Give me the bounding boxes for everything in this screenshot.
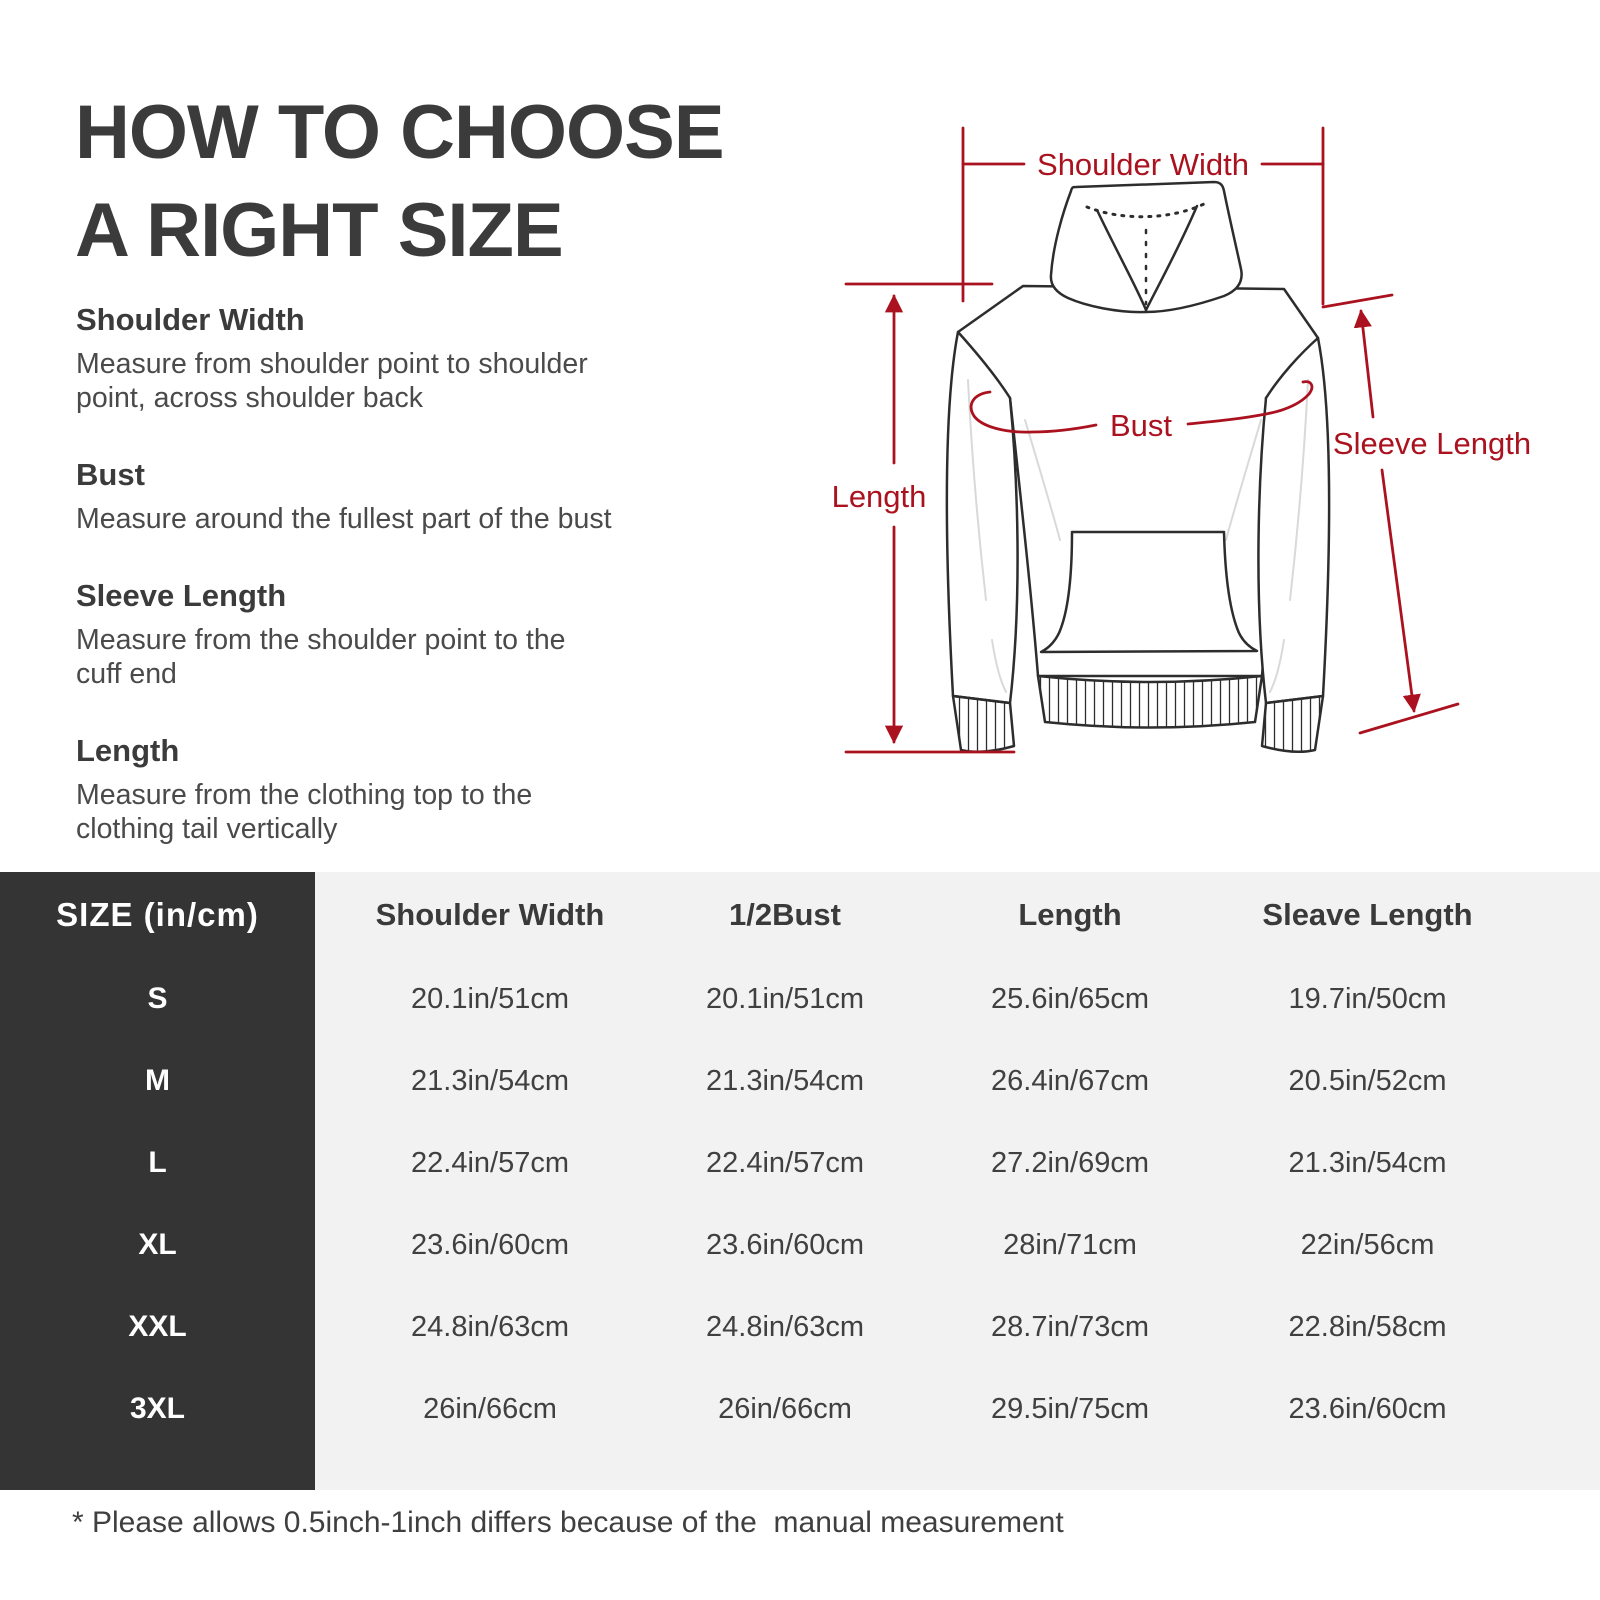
page-title: HOW TO CHOOSE A RIGHT SIZE [75, 84, 725, 280]
table-cell: 23.6in/60cm [706, 1228, 864, 1261]
table-cell: 26in/66cm [718, 1392, 852, 1425]
page-title-line2: A RIGHT SIZE [75, 188, 564, 273]
size-column-header: SIZE (in/cm) [56, 896, 259, 933]
size-chart-table: SIZE (in/cm) Shoulder Width 1/2Bust Leng… [0, 872, 1600, 1490]
page-title-line1: HOW TO CHOOSE [75, 90, 725, 175]
table-cell: 21.3in/54cm [411, 1064, 569, 1097]
table-cell: 23.6in/60cm [1288, 1392, 1447, 1425]
hoodie-line-art [945, 180, 1331, 754]
instruction-bust: Bust Measure around the fullest part of … [76, 457, 688, 536]
shoulder-width-label: Shoulder Width [1037, 147, 1249, 182]
column-header-length: Length [1018, 897, 1122, 932]
column-header-half-bust: 1/2Bust [729, 897, 841, 932]
table-cell: 24.8in/63cm [706, 1310, 864, 1343]
instruction-text: Measure from the shoulder point to the c… [76, 624, 566, 690]
instruction-text: Measure from shoulder point to shoulder … [76, 348, 588, 414]
table-cell: 29.5in/75cm [991, 1392, 1149, 1425]
instruction-length: Length Measure from the clothing top to … [76, 733, 688, 846]
table-cell: 23.6in/60cm [411, 1228, 569, 1261]
bust-arc-left [969, 390, 1098, 434]
measurement-disclaimer: * Please allows 0.5inch-1inch differs be… [72, 1506, 1064, 1539]
table-cell: 26in/66cm [423, 1392, 557, 1425]
table-cell: 20.1in/51cm [411, 982, 569, 1015]
instruction-heading: Bust [76, 457, 145, 492]
table-cell: 22.4in/57cm [411, 1146, 569, 1179]
hoodie-diagram-svg: Shoulder Width Length Bust Sleeve Length [832, 126, 1532, 754]
instruction-text: Measure from the clothing top to the clo… [76, 779, 533, 845]
instruction-heading: Sleeve Length [76, 578, 287, 613]
measurement-instructions: Shoulder Width Measure from shoulder poi… [76, 302, 688, 888]
instruction-text: Measure around the fullest part of the b… [76, 503, 612, 535]
table-cell: 22.8in/58cm [1288, 1310, 1447, 1343]
size-row-label: 3XL [129, 1392, 186, 1425]
hoodie-measurement-diagram: Shoulder Width Length Bust Sleeve Length [820, 80, 1580, 825]
table-cell: 20.1in/51cm [706, 982, 864, 1015]
table-cell: 19.7in/50cm [1288, 982, 1447, 1015]
size-row-label: M [145, 1064, 170, 1097]
length-label: Length [832, 479, 927, 514]
table-cell: 28.7in/73cm [991, 1310, 1149, 1343]
size-row-label: S [147, 982, 168, 1015]
table-cell: 22in/56cm [1300, 1228, 1435, 1261]
bust-label: Bust [1110, 408, 1172, 443]
size-row-label: XXL [128, 1310, 187, 1343]
sleeve-length-top-tick [1321, 293, 1394, 309]
table-cell: 20.5in/52cm [1288, 1064, 1447, 1097]
table-cell: 21.3in/54cm [706, 1064, 864, 1097]
sleeve-length-bottom-tick [1358, 702, 1460, 735]
table-cell: 21.3in/54cm [1288, 1146, 1447, 1179]
table-cell: 25.6in/65cm [991, 982, 1149, 1015]
table-cell: 26.4in/67cm [991, 1064, 1149, 1097]
size-row-label: L [148, 1146, 167, 1179]
table-cell: 22.4in/57cm [706, 1146, 864, 1179]
instruction-sleeve-length: Sleeve Length Measure from the shoulder … [76, 578, 688, 691]
instruction-heading: Length [76, 733, 180, 768]
instruction-shoulder-width: Shoulder Width Measure from shoulder poi… [76, 302, 688, 415]
column-header-shoulder-width: Shoulder Width [375, 897, 605, 932]
table-cell: 24.8in/63cm [411, 1310, 569, 1343]
sleeve-length-label: Sleeve Length [1333, 426, 1531, 461]
fabric-fold-lines [967, 379, 1309, 693]
table-cell: 27.2in/69cm [991, 1146, 1149, 1179]
instruction-heading: Shoulder Width [76, 302, 305, 337]
measurement-annotations [844, 126, 1460, 754]
table-cell: 28in/71cm [1003, 1228, 1137, 1261]
bust-arc-right [1186, 380, 1314, 426]
size-row-label: XL [138, 1228, 177, 1261]
measurement-labels: Shoulder Width Length Bust Sleeve Length [832, 147, 1532, 514]
column-header-sleeve-length: Sleave Length [1262, 897, 1473, 932]
sleeve-length-arrow-lower [1380, 468, 1421, 713]
sleeve-length-arrow-upper [1353, 309, 1375, 419]
